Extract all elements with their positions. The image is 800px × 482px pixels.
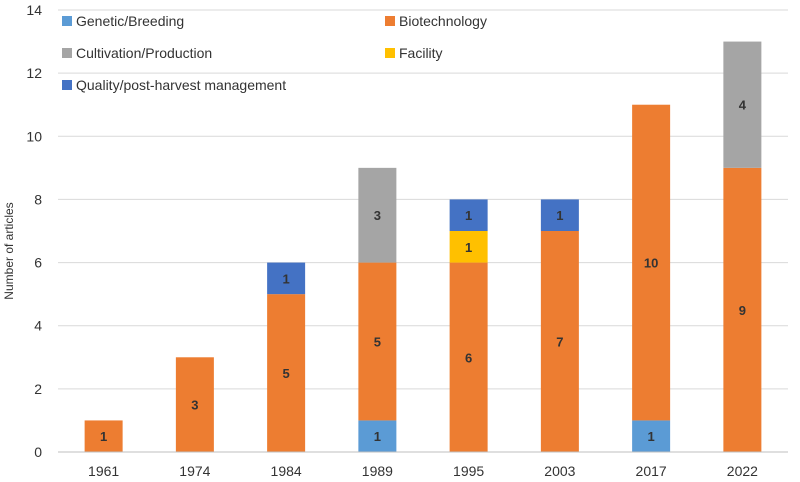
x-tick-label: 1989	[362, 463, 393, 479]
data-label: 1	[465, 208, 472, 223]
x-tick-label: 2003	[544, 463, 575, 479]
data-label: 9	[739, 303, 746, 318]
gridlines	[58, 9, 788, 390]
data-label: 1	[648, 429, 655, 444]
bar-biotechnology-1984	[267, 294, 306, 452]
data-label: 10	[644, 256, 658, 271]
bar-quality-post-harvest-management-1984	[267, 262, 306, 295]
legend-swatch	[62, 48, 72, 58]
bar-biotechnology-1974	[175, 357, 214, 452]
data-label: 7	[556, 335, 563, 350]
legend-label: Quality/post-harvest management	[76, 77, 286, 93]
y-axis: 0 2 4 6 8 10 12 14	[26, 2, 42, 460]
bar-genetic-breeding-2017	[632, 420, 671, 452]
y-tick-label: 2	[34, 381, 42, 397]
x-tick-label: 1974	[179, 463, 210, 479]
y-tick-label: 6	[34, 255, 42, 271]
legend: Genetic/Breeding Biotechnology Cultivation…	[62, 13, 487, 93]
y-tick-label: 10	[26, 128, 42, 144]
legend-label: Genetic/Breeding	[76, 13, 184, 29]
y-tick-label: 4	[34, 318, 42, 334]
bar-biotechnology-1989	[358, 262, 397, 421]
y-tick-label: 14	[26, 2, 42, 18]
bar-cultivation-production-2022	[723, 41, 762, 168]
data-label: 1	[465, 240, 472, 255]
data-label: 1	[283, 271, 290, 286]
x-tick-label: 1961	[88, 463, 119, 479]
x-tick-label: 1995	[453, 463, 484, 479]
y-axis-label: Number of articles	[2, 202, 16, 299]
data-label: 1	[556, 208, 563, 223]
data-label: 3	[191, 398, 198, 413]
bar-cultivation-production-1989	[358, 167, 397, 263]
legend-label: Facility	[399, 45, 443, 61]
x-tick-label: 1984	[271, 463, 302, 479]
bar-biotechnology-1961	[84, 420, 123, 452]
bar-genetic-breeding-1989	[358, 420, 397, 452]
data-label: 1	[100, 429, 107, 444]
legend-label: Biotechnology	[399, 13, 487, 29]
data-label: 1	[374, 429, 381, 444]
data-label: 3	[374, 208, 381, 223]
legend-swatch	[385, 16, 395, 26]
x-tick-label: 2017	[636, 463, 667, 479]
x-axis: 1961 1974 1984 1989 1995 2003 2017 2022	[58, 451, 788, 479]
data-label: 5	[374, 335, 381, 350]
y-tick-label: 12	[26, 65, 42, 81]
bar-facility-1995	[449, 231, 488, 263]
x-tick-label: 2022	[727, 463, 758, 479]
data-label: 6	[465, 350, 472, 365]
data-label: 5	[283, 366, 290, 381]
y-tick-label: 0	[34, 444, 42, 460]
legend-label: Cultivation/Production	[76, 45, 212, 61]
y-tick-label: 8	[34, 191, 42, 207]
bar-biotechnology-1995	[449, 262, 488, 452]
bar-biotechnology-2022	[723, 167, 762, 452]
bar-quality-post-harvest-management-1995	[449, 199, 488, 231]
data-label: 4	[739, 98, 747, 113]
legend-swatch	[62, 80, 72, 90]
bar-quality-post-harvest-management-2003	[540, 199, 579, 231]
bar-biotechnology-2017	[632, 104, 671, 421]
legend-swatch	[62, 16, 72, 26]
legend-swatch	[385, 48, 395, 58]
bar-biotechnology-2003	[540, 231, 579, 452]
